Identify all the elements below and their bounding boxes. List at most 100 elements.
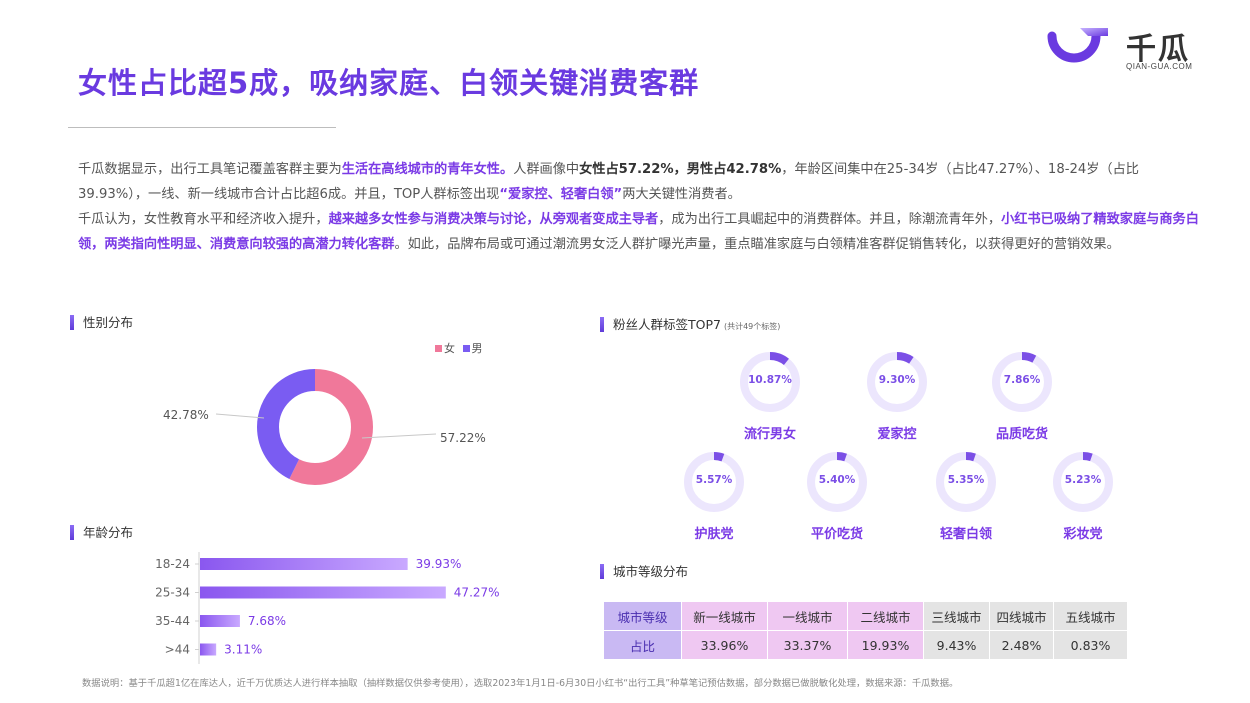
table-cell: 三线城市 — [923, 601, 990, 631]
tag-ring — [740, 352, 800, 412]
male-percent-label: 42.78% — [163, 408, 209, 422]
tag-name: 护肤党 — [694, 527, 734, 542]
data-footnote: 数据说明：基于千瓜超1亿在库达人，近千万优质达人进行样本抽取（抽样数据仅供参考使… — [82, 678, 959, 689]
table-cell: 一线城市 — [767, 601, 848, 631]
tag-percent: 5.40% — [818, 474, 856, 486]
ring-value — [807, 452, 867, 512]
city-level-table: 城市等级 新一线城市 一线城市 二线城市 三线城市 四线城市 五线城市 占比 3… — [603, 601, 1128, 660]
city-section-title: 城市等级分布 — [600, 561, 688, 580]
table-cell: 33.96% — [681, 630, 768, 660]
ring-value — [936, 452, 996, 512]
tag-percent: 9.30% — [878, 374, 916, 386]
age-bar — [200, 615, 240, 627]
tick-label: >44 — [165, 643, 190, 657]
ring-value — [684, 452, 744, 512]
table-cell: 0.83% — [1053, 630, 1128, 660]
section-title-text: 城市等级分布 — [613, 564, 689, 579]
tag-ring — [1053, 452, 1113, 512]
table-cell: 四线城市 — [989, 601, 1054, 631]
data-label: 47.27% — [454, 586, 500, 600]
table-cell: 33.37% — [767, 630, 848, 660]
logo-text: 千瓜 — [1126, 32, 1190, 67]
tag-item: 9.30% 爱家控 — [857, 351, 937, 442]
tag-item: 5.57% 护肤党 — [674, 451, 754, 542]
section-title-text: 年龄分布 — [83, 525, 134, 540]
section-bar — [600, 317, 604, 332]
legend-label-female: 女 — [444, 342, 455, 355]
table-row: 城市等级 新一线城市 一线城市 二线城市 三线城市 四线城市 五线城市 — [603, 601, 1128, 631]
table-row: 占比 33.96% 33.37% 19.93% 9.43% 2.48% 0.83… — [603, 630, 1128, 660]
text-run: 两大关键性消费者。 — [622, 187, 741, 202]
tag-item: 5.40% 平价吃货 — [797, 451, 877, 542]
table-cell: 9.43% — [923, 630, 990, 660]
qiangua-logo-icon — [1047, 28, 1108, 63]
section-note: (共计49个标签) — [723, 322, 781, 331]
tick-label: 35-44 — [155, 614, 190, 628]
ring-value — [740, 352, 800, 412]
paragraph-2: 千瓜认为，女性教育水平和经济收入提升，越来越多女性参与消费决策与讨论，从旁观者变… — [78, 207, 1200, 257]
gender-section-title: 性别分布 — [70, 312, 133, 331]
text-run: ，年龄区间集中在25-34岁（占比47.27%）、18-24岁（占比39.93%… — [78, 162, 1139, 202]
bold-run: 女性占57.22%，男性占42.78% — [579, 162, 782, 177]
tag-percent: 5.57% — [695, 474, 733, 486]
text-run: 千瓜认为，女性教育水平和经济收入提升， — [78, 212, 329, 227]
tag-item: 5.23% 彩妆党 — [1043, 451, 1123, 542]
tag-ring — [807, 452, 867, 512]
tag-percent: 7.86% — [1003, 374, 1041, 386]
tag-name: 轻奢白领 — [939, 527, 992, 542]
text-run: 。如此，品牌布局或可通过潮流男女泛人群扩曝光声量，重点瞄准家庭与白领精准客群促销… — [394, 237, 1120, 252]
summary-text: 千瓜数据显示，出行工具笔记覆盖客群主要为生活在高线城市的青年女性。人群画像中女性… — [78, 157, 1200, 257]
brand-logo: 千瓜 QIAN-GUA.COM — [1046, 22, 1206, 78]
section-bar — [70, 315, 74, 330]
section-title-text: 粉丝人群标签TOP7 — [613, 317, 721, 332]
gender-donut-chart — [215, 369, 437, 485]
gender-legend: 女 男 — [435, 340, 483, 356]
legend-swatch-male — [462, 345, 470, 352]
legend-swatch-female — [435, 345, 442, 352]
tag-ring — [936, 452, 996, 512]
age-bar — [200, 586, 446, 599]
table-cell: 二线城市 — [847, 601, 924, 631]
text-run: 千瓜数据显示，出行工具笔记覆盖客群主要为 — [78, 162, 342, 177]
tag-name: 爱家控 — [877, 427, 917, 442]
leader-line-female — [361, 433, 437, 439]
data-label: 7.68% — [248, 614, 286, 628]
tag-ring — [992, 352, 1052, 412]
table-cell: 19.93% — [847, 630, 924, 660]
tag-name: 平价吃货 — [810, 527, 863, 542]
leader-line-male — [215, 413, 265, 419]
age-bar — [200, 558, 408, 570]
table-row-header: 城市等级 — [603, 601, 682, 631]
tag-name: 流行男女 — [743, 427, 796, 442]
ring-value — [1053, 452, 1113, 512]
data-label: 39.93% — [416, 557, 462, 571]
tag-name: 彩妆党 — [1063, 527, 1103, 542]
text-run: ，成为出行工具崛起中的消费群体。并且，除潮流青年外， — [658, 212, 1002, 227]
section-bar — [70, 525, 74, 540]
tick-label: 18-24 — [155, 557, 190, 571]
section-title-text: 性别分布 — [83, 315, 134, 330]
logo-url: QIAN-GUA.COM — [1126, 62, 1193, 71]
table-cell: 五线城市 — [1053, 601, 1128, 631]
tag-item: 10.87% 流行男女 — [730, 351, 810, 442]
tag-percent: 10.87% — [748, 374, 792, 386]
ring-value — [867, 352, 927, 412]
highlight-run: 越来越多女性参与消费决策与讨论，从旁观者变成主导者 — [328, 212, 659, 227]
paragraph-1: 千瓜数据显示，出行工具笔记覆盖客群主要为生活在高线城市的青年女性。人群画像中女性… — [78, 157, 1200, 207]
table-row-header: 占比 — [603, 630, 682, 660]
tag-percent: 5.35% — [947, 474, 985, 486]
tag-name: 品质吃货 — [995, 427, 1048, 442]
age-bar — [200, 643, 217, 656]
tag-ring — [867, 352, 927, 412]
highlight-run: 生活在高线城市的青年女性。 — [341, 162, 514, 177]
section-bar — [600, 564, 604, 579]
tag-percent: 5.23% — [1064, 474, 1102, 486]
text-run: 人群画像中 — [513, 162, 580, 177]
title-divider — [68, 127, 336, 128]
table-cell: 新一线城市 — [681, 601, 768, 631]
age-section-title: 年龄分布 — [70, 522, 133, 541]
highlight-run: 小红书已吸纳了精致家庭与商务白领，两类指向性明显、消费意向较强的高潜力转化客群 — [78, 212, 1199, 252]
tag-ring — [684, 452, 744, 512]
ring-value — [992, 352, 1052, 412]
legend-label-male: 男 — [471, 342, 483, 355]
